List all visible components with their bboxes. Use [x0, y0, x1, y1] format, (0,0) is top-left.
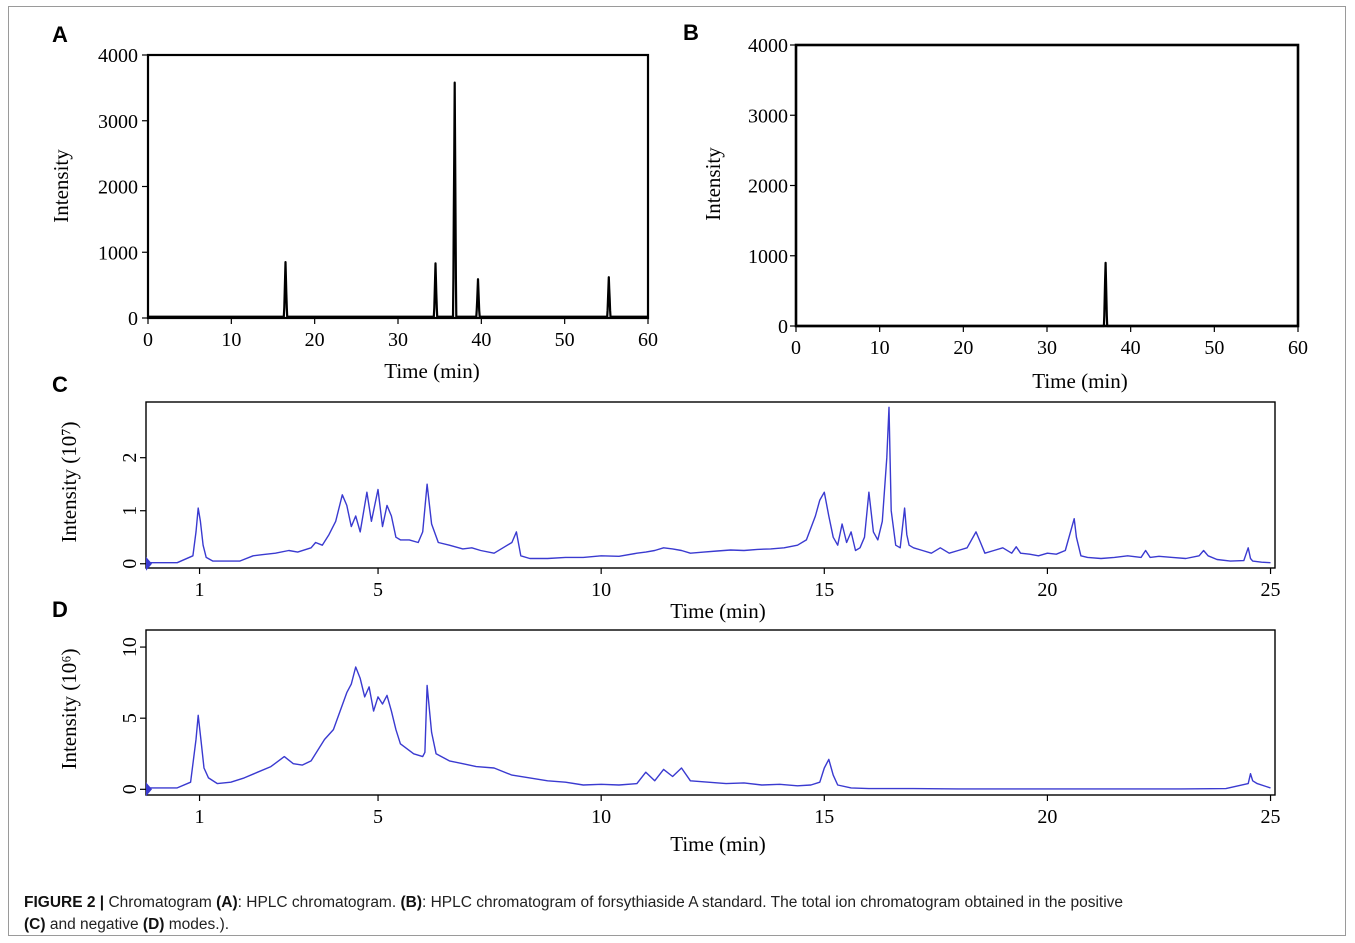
x-axis-title-b: Time (min): [1032, 369, 1127, 393]
caption-text-1: Chromatogram: [104, 894, 217, 911]
panel-letter-d: D: [52, 597, 68, 622]
x-tick-label-a: 0: [143, 329, 153, 351]
x-tick-label-b: 20: [953, 337, 973, 359]
series-line-b: [795, 261, 1299, 328]
start-marker-d: [146, 782, 152, 797]
caption-ref-a: (A): [216, 894, 238, 911]
x-axis-title-d: Time (min): [670, 832, 765, 856]
y-axis-title-a: Intensity: [49, 149, 73, 223]
x-tick-label-b: 0: [791, 337, 801, 359]
x-tick-label-a: 50: [555, 329, 575, 351]
y-tick-label-a: 4000: [98, 45, 138, 67]
x-tick-label-b: 10: [870, 337, 890, 359]
panel-letter-a: A: [52, 22, 68, 47]
x-tick-label-d: 20: [1037, 806, 1057, 828]
plot-border-b: [794, 43, 1300, 328]
plot-border-c: [145, 401, 1276, 569]
caption-text-4: and negative: [45, 916, 143, 933]
x-tick-label-a: 40: [471, 329, 491, 351]
x-axis-title-c: Time (min): [670, 599, 765, 623]
panel-a: A 0 10 20 30 40 50 60 0 1000 2000 3000 4000 Time (min…: [49, 22, 658, 383]
y-tick-label-d: 5: [119, 713, 141, 723]
caption-ref-d: (D): [142, 916, 165, 933]
x-tick-label-c: 10: [591, 579, 611, 601]
figure-frame: [8, 6, 1346, 936]
caption-ref-b: (B): [400, 894, 422, 911]
x-tick-label-b: 30: [1037, 337, 1057, 359]
y-tick-label-a: 1000: [98, 242, 138, 264]
plot-border-d: [145, 629, 1276, 796]
panel-letter-b: B: [683, 20, 699, 45]
y-tick-label-c: 0: [119, 559, 141, 569]
y-tick-label-b: 1000: [748, 246, 788, 268]
x-tick-label-c: 25: [1261, 579, 1281, 601]
y-tick-label-a: 0: [128, 308, 138, 330]
y-tick-label-c: 2: [119, 453, 141, 463]
caption-text-5: modes.).: [164, 916, 230, 933]
y-tick-label-c: 1: [119, 506, 141, 516]
x-tick-label-b: 50: [1204, 337, 1224, 359]
caption-text-2: : HPLC chromatogram.: [237, 894, 401, 911]
x-tick-label-a: 30: [388, 329, 408, 351]
x-tick-label-c: 1: [195, 579, 205, 601]
x-tick-label-a: 20: [305, 329, 325, 351]
y-tick-label-b: 2000: [748, 176, 788, 198]
series-line-a: [147, 81, 649, 318]
y-axis-title-d: Intensity (10⁶): [57, 648, 81, 769]
series-line-d: [146, 666, 1271, 790]
x-tick-label-d: 15: [814, 806, 834, 828]
x-tick-label-d: 10: [591, 806, 611, 828]
y-tick-label-d: 10: [119, 637, 141, 657]
caption-figure-label: FIGURE 2 |: [24, 894, 105, 911]
y-tick-label-b: 3000: [748, 105, 788, 127]
panel-b: B 0 10 20 30 40 50 60 0 1000 2000 3000 4000 Time (min…: [683, 20, 1308, 393]
y-tick-label-b: 0: [778, 316, 788, 338]
start-marker-c: [146, 556, 152, 571]
series-line-c: [146, 406, 1271, 564]
x-tick-label-a: 10: [221, 329, 241, 351]
caption-text-3: : HPLC chromatogram of forsythiaside A s…: [422, 894, 1124, 911]
x-tick-label-c: 20: [1037, 579, 1057, 601]
y-tick-label-d: 0: [119, 784, 141, 794]
x-tick-label-b: 60: [1288, 337, 1308, 359]
y-tick-label-a: 3000: [98, 111, 138, 133]
y-axis-title-b: Intensity: [701, 147, 725, 221]
figure-caption: FIGURE 2 | Chromatogram (A): HPLC chroma…: [24, 892, 1324, 936]
x-tick-label-d: 25: [1261, 806, 1281, 828]
plot-border-a: [146, 53, 650, 320]
panel-letter-c: C: [52, 372, 68, 397]
caption-ref-c: (C): [24, 916, 46, 933]
y-axis-title-c: Intensity (10⁷): [57, 421, 81, 542]
y-tick-label-b: 4000: [748, 35, 788, 57]
x-tick-label-c: 5: [373, 579, 383, 601]
x-tick-label-b: 40: [1121, 337, 1141, 359]
x-tick-label-a: 60: [638, 329, 658, 351]
y-tick-label-a: 2000: [98, 177, 138, 199]
x-tick-label-c: 15: [814, 579, 834, 601]
x-tick-label-d: 1: [195, 806, 205, 828]
x-tick-label-d: 5: [373, 806, 383, 828]
x-axis-title-a: Time (min): [384, 359, 479, 383]
